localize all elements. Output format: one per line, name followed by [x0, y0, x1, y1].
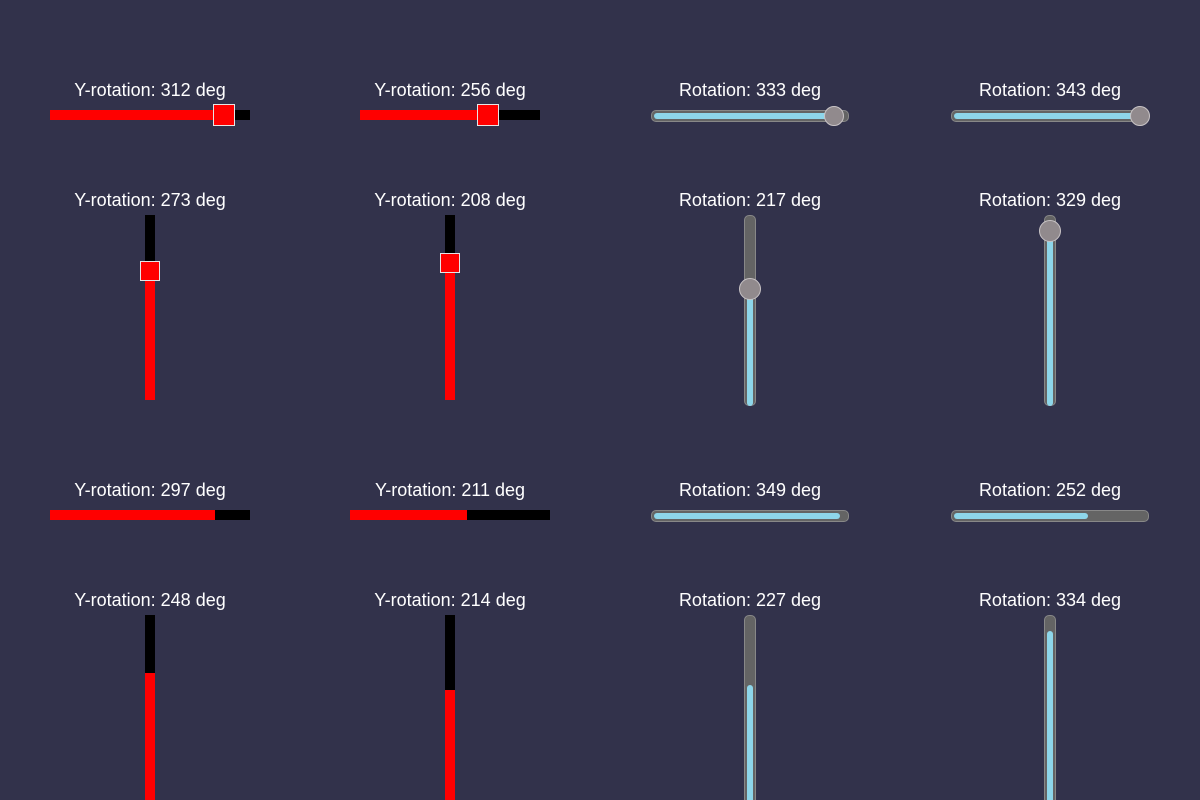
- slider-fill: [747, 685, 753, 800]
- slider-fill: [654, 113, 832, 119]
- slider-fill: [1047, 233, 1053, 406]
- slider-fill: [954, 513, 1089, 519]
- slider-thumb[interactable]: [824, 106, 845, 126]
- slider-thumb[interactable]: [440, 253, 460, 274]
- slider-label: Rotation: 217 deg: [678, 190, 822, 210]
- slider-label: Y-rotation: 273 deg: [74, 190, 226, 210]
- slider-label: Rotation: 227 deg: [678, 590, 822, 610]
- slider-fill: [1047, 631, 1053, 800]
- slider-thumb[interactable]: [739, 278, 761, 300]
- slider-label: Rotation: 333 deg: [678, 80, 822, 100]
- slider-fill: [350, 510, 468, 520]
- slider-label: Rotation: 329 deg: [978, 190, 1122, 210]
- slider-fill: [50, 110, 224, 120]
- slider-label: Rotation: 252 deg: [978, 480, 1122, 500]
- slider-label: Y-rotation: 312 deg: [74, 80, 226, 100]
- slider-thumb[interactable]: [1129, 106, 1150, 126]
- slider-fill: [360, 110, 488, 120]
- slider-thumb[interactable]: [213, 104, 235, 126]
- slider-label: Rotation: 334 deg: [978, 590, 1122, 610]
- slider-label: Y-rotation: 248 deg: [74, 590, 226, 610]
- slider-label: Y-rotation: 211 deg: [374, 480, 526, 500]
- slider-thumb[interactable]: [140, 260, 160, 281]
- slider-thumb[interactable]: [1039, 219, 1061, 242]
- slider-label: Rotation: 343 deg: [978, 80, 1122, 100]
- slider-fill: [145, 672, 155, 800]
- slider-label: Y-rotation: 214 deg: [374, 590, 526, 610]
- slider-fill: [50, 510, 215, 520]
- slider-thumb[interactable]: [476, 104, 499, 126]
- slider-fill: [145, 270, 155, 400]
- slider-label: Rotation: 349 deg: [678, 480, 822, 500]
- slider-fill: [445, 263, 455, 400]
- slider-label: Y-rotation: 208 deg: [374, 190, 526, 210]
- slider-fill: [654, 513, 841, 519]
- slider-label: Y-rotation: 256 deg: [374, 80, 526, 100]
- slider-fill: [445, 690, 455, 800]
- slider-fill: [747, 290, 753, 406]
- slider-label: Y-rotation: 297 deg: [74, 480, 226, 500]
- slider-fill: [954, 113, 1137, 119]
